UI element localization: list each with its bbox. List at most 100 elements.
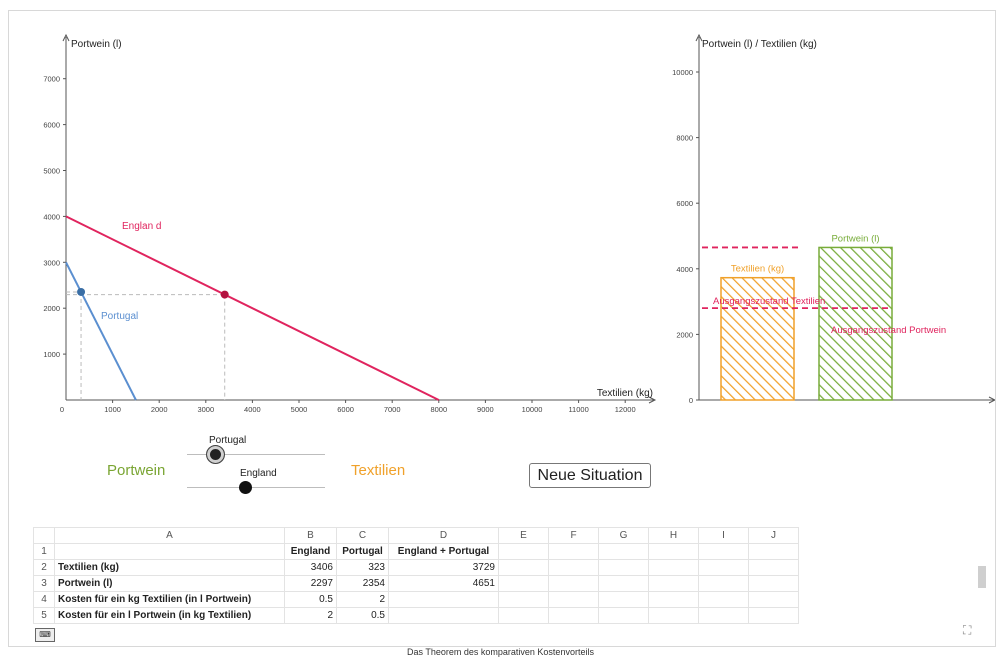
cell[interactable]: [54, 543, 285, 560]
point-england: [220, 290, 229, 299]
cell[interactable]: Textilien (kg): [54, 559, 285, 576]
column-header[interactable]: A: [54, 527, 285, 544]
row-header[interactable]: 2: [33, 559, 55, 576]
x-tick-label: 4000: [244, 405, 261, 414]
cell[interactable]: 4651: [388, 575, 499, 592]
bar-y-tick-label: 2000: [676, 330, 693, 339]
cell[interactable]: Portugal: [336, 543, 389, 560]
cell[interactable]: [498, 591, 549, 608]
cell[interactable]: [498, 559, 549, 576]
column-header[interactable]: G: [598, 527, 649, 544]
cell[interactable]: 0.5: [336, 607, 389, 624]
cell[interactable]: [548, 559, 599, 576]
bar-y-axis-label: Portwein (l) / Textilien (kg): [702, 39, 817, 50]
cell[interactable]: 0.5: [284, 591, 337, 608]
production-possibility-graph[interactable]: 0 1000 2000 3000 4000 5000 6000 7000 8000 9000 100…: [9, 11, 659, 421]
applet-frame: 0 1000 2000 3000 4000 5000 6000 7000 8000 9000 100…: [8, 10, 996, 647]
x-axis-arrow: [648, 396, 657, 404]
cell[interactable]: [698, 559, 749, 576]
cell[interactable]: [748, 607, 799, 624]
cell[interactable]: [598, 543, 649, 560]
row-header[interactable]: 1: [33, 543, 55, 560]
column-header[interactable]: D: [388, 527, 499, 544]
column-header[interactable]: E: [498, 527, 549, 544]
bar-y-tick-label: 8000: [676, 134, 693, 143]
keyboard-icon[interactable]: ⌨: [35, 628, 55, 642]
cell[interactable]: [388, 591, 499, 608]
column-header[interactable]: F: [548, 527, 599, 544]
table-row: 1 England Portugal England + Portugal: [33, 543, 799, 560]
cell[interactable]: England + Portugal: [388, 543, 499, 560]
slider-knob[interactable]: [205, 445, 225, 464]
cell[interactable]: 2: [336, 591, 389, 608]
cell[interactable]: 2: [284, 607, 337, 624]
slider-track: [187, 487, 325, 488]
column-header[interactable]: H: [648, 527, 699, 544]
cell[interactable]: [648, 607, 699, 624]
slider-knob[interactable]: [238, 481, 252, 494]
cell[interactable]: [698, 607, 749, 624]
cell[interactable]: [498, 607, 549, 624]
neue-situation-button[interactable]: Neue Situation: [529, 463, 651, 488]
bar-label-textilien: Textilien (kg): [731, 264, 784, 275]
cell[interactable]: Kosten für ein kg Textilien (in l Portwe…: [54, 591, 285, 608]
spreadsheet-scrollbar[interactable]: [977, 552, 987, 642]
column-header[interactable]: C: [336, 527, 389, 544]
cell[interactable]: [698, 591, 749, 608]
fullscreen-icon[interactable]: ⛶: [963, 623, 972, 637]
cell[interactable]: [648, 559, 699, 576]
cell[interactable]: [698, 575, 749, 592]
cell[interactable]: [548, 591, 599, 608]
cell[interactable]: [388, 607, 499, 624]
column-header[interactable]: J: [748, 527, 799, 544]
cell[interactable]: 3406: [284, 559, 337, 576]
cell[interactable]: [548, 607, 599, 624]
scroll-thumb[interactable]: [978, 566, 986, 588]
row-header[interactable]: 3: [33, 575, 55, 592]
cell[interactable]: 2297: [284, 575, 337, 592]
y-tick-label: 1000: [43, 350, 60, 359]
column-header[interactable]: B: [284, 527, 337, 544]
england-slider[interactable]: [187, 478, 325, 498]
portugal-slider[interactable]: [187, 445, 325, 465]
column-header[interactable]: I: [698, 527, 749, 544]
line-england: [65, 215, 440, 401]
cell[interactable]: [548, 543, 599, 560]
cell[interactable]: [748, 559, 799, 576]
cell[interactable]: 3729: [388, 559, 499, 576]
cell[interactable]: England: [284, 543, 337, 560]
cell[interactable]: Portwein (l): [54, 575, 285, 592]
cell[interactable]: [598, 575, 649, 592]
portwein-label: Portwein: [107, 462, 166, 479]
cell[interactable]: [748, 543, 799, 560]
ref-label-textilien: Ausgangszustand Textilien: [713, 296, 825, 307]
cell[interactable]: [598, 591, 649, 608]
cell[interactable]: [748, 591, 799, 608]
cell[interactable]: [748, 575, 799, 592]
cell[interactable]: [648, 575, 699, 592]
y-tick-label: 4000: [43, 212, 60, 221]
cell[interactable]: [498, 575, 549, 592]
cell[interactable]: 2354: [336, 575, 389, 592]
cell[interactable]: 323: [336, 559, 389, 576]
cell[interactable]: [598, 559, 649, 576]
point-portugal: [77, 287, 86, 296]
row-header[interactable]: 4: [33, 591, 55, 608]
cell[interactable]: [648, 591, 699, 608]
row-header[interactable]: 5: [33, 607, 55, 624]
portugal-line-label: Portugal: [101, 311, 138, 322]
x-tick-label: 3000: [197, 405, 214, 414]
cell[interactable]: [548, 575, 599, 592]
cell[interactable]: [598, 607, 649, 624]
cell[interactable]: [698, 543, 749, 560]
slider-portugal-label: Portugal: [209, 435, 247, 446]
y-tick-label: 2000: [43, 304, 60, 313]
cell[interactable]: [648, 543, 699, 560]
line-portugal: [65, 261, 137, 401]
corner-cell: [33, 527, 55, 544]
bar-y-tick-label: 6000: [676, 199, 693, 208]
cell[interactable]: [498, 543, 549, 560]
cell[interactable]: Kosten für ein l Portwein (in kg Textili…: [54, 607, 285, 624]
